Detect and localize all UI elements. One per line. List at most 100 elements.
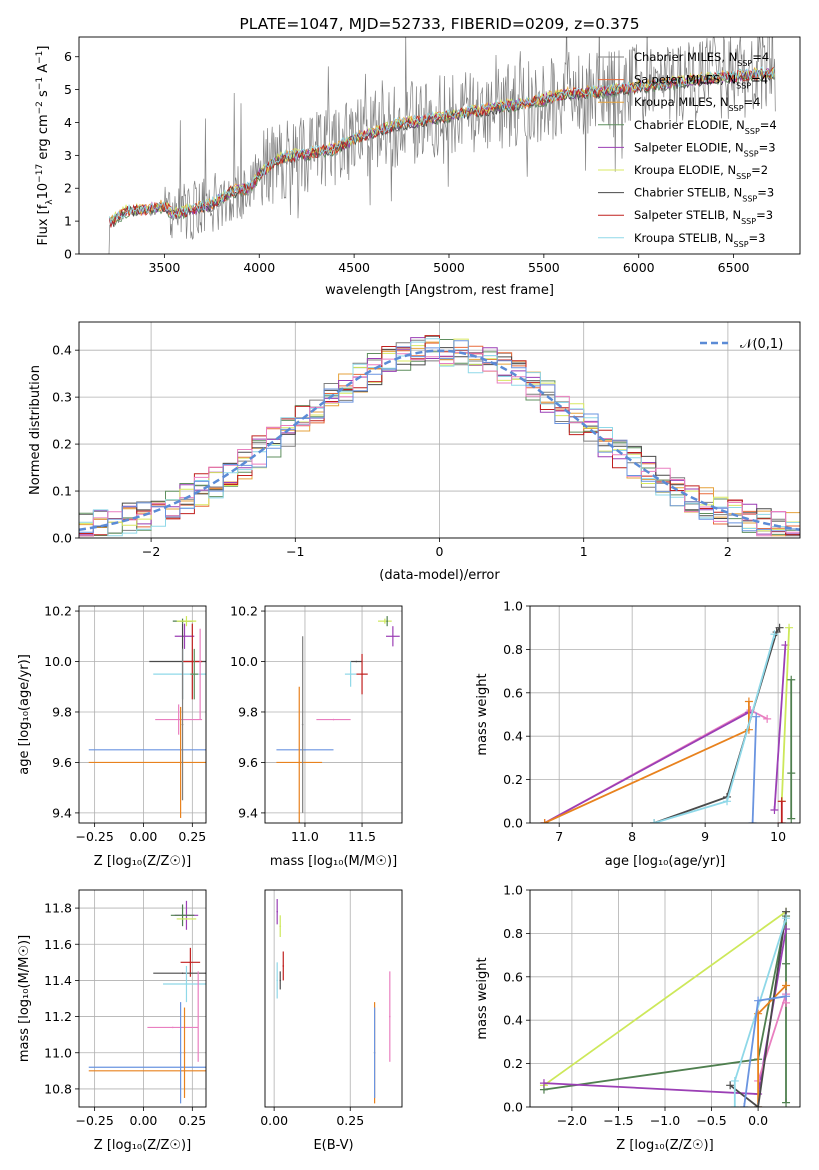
y-tick-label: 0.4 [52,343,72,358]
y-tick-label: 10.2 [230,604,258,619]
weight-series-line [773,645,787,811]
axes-weight_vs_age: 7 8 9 10 0.0 0.2 0.4 0.6 0.8 1.0 age [log₁₀(age/yr… [475,599,801,869]
plot-area [273,890,391,1107]
weight-marker [770,805,779,814]
y-axis-label-part: A [36,64,51,77]
weight-marker [650,819,659,823]
y-tick-label: 10.8 [44,1081,72,1096]
y-tick-label: 0.2 [503,772,523,787]
axes-frame [529,889,801,1108]
weight-marker [787,769,796,778]
data-point [279,925,282,927]
weight-marker [752,712,761,721]
legend-entry-part: SSP [729,104,744,113]
x-tick-label: 3500 [148,260,180,275]
axes-frame [264,605,403,824]
plot-area [530,606,800,823]
x-tick-label: 7 [555,829,563,844]
weight-marker [787,675,796,684]
x-tick-label: −1.0 [650,1113,680,1128]
y-tick-label: 0.8 [503,642,523,657]
weight-series-line [653,627,781,823]
y-tick-label: 5 [64,82,72,97]
data-point [183,635,186,638]
legend-entry: Salpeter MILES, NSSP=4 [634,73,768,91]
y-tick-label: 10.2 [44,604,72,619]
axes-weight_vs_Z: −2.0 −1.5 −1.0 −0.5 0.0 0.0 0.2 0.4 0.6 0.8 1.0 Z [… [475,883,801,1153]
data-point [171,1026,174,1029]
x-tick-label: −0.25 [75,829,113,844]
weight-marker [740,1103,749,1107]
x-tick-label: 0.00 [130,1113,158,1128]
x-axis-label: E(B-V) [313,1138,353,1153]
data-point [389,1015,391,1018]
x-tick-label: −0.5 [696,1113,726,1128]
legend-entry-part: Salpeter ELODIE, N [634,140,744,154]
data-point [181,914,184,917]
y-tick-label: 1 [64,214,72,229]
data-point [177,718,180,721]
legend-entry-part: Chabrier ELODIE, N [634,118,745,132]
data-point [386,620,388,622]
x-tick-label: 8 [628,829,636,844]
data-point [301,723,304,726]
x-tick-label: 0.00 [130,829,158,844]
legend-entry: 𝒩(0,1) [740,337,783,352]
x-axis-label: wavelength [Angstrom, rest frame] [325,283,554,298]
weight-marker [777,819,786,823]
x-axis-label: (data-model)/error [379,568,500,583]
y-tick-label: 9.4 [238,805,258,820]
data-point [361,673,363,675]
weight-marker [723,797,732,806]
legend-entry-part: SSP [741,217,756,226]
y-axis-label-part: ] [36,46,51,51]
y-tick-label: 10.0 [230,654,258,669]
x-tick-label: 0.00 [260,1113,288,1128]
y-tick-label: 11.4 [44,973,72,988]
axes-age_vs_mass: 11.0 11.5 9.4 9.6 9.8 10.0 10.2 mass [log₁₀(M/M… [230,604,403,869]
chart-title: PLATE=1047, MJD=52733, FIBERID=0209, z=0… [239,15,639,33]
y-tick-label: 6 [64,49,72,64]
data-point [181,972,184,974]
y-axis-label-part: s [36,90,51,101]
x-tick-label: 1 [580,544,588,559]
x-tick-label: −1 [286,544,304,559]
data-point [276,979,278,982]
x-tick-label: 0 [436,544,444,559]
data-point [349,673,352,675]
x-tick-label: −2 [142,544,160,559]
legend-entry-part: SSP [737,59,752,68]
data-point [298,761,301,764]
data-point [189,961,192,964]
y-tick-label: 4 [64,115,72,130]
axes-frame [264,889,403,1108]
legend-entry-part: =4 [760,118,777,132]
x-axis-label: mass [log₁₀(M/M☉)] [270,854,397,869]
legend-entry-part: Salpeter STELIB, N [634,208,741,222]
plot-area [107,37,776,254]
y-tick-label: 0.1 [52,484,72,499]
legend-entry-part: Chabrier MILES, N [634,50,737,64]
data-point [199,673,201,675]
legend-entry-part: =3 [756,208,773,222]
plot-area [265,606,402,823]
y-axis-label: mass [log₁₀(M/M☉)] [17,935,32,1062]
data-point [355,660,358,663]
weight-series-line [544,711,750,823]
legend-entry-part: =3 [759,140,776,154]
y-axis-label-part: erg cm [36,114,51,163]
weight-marker [785,623,794,632]
legend-entry-part: SSP [745,126,760,135]
data-point [185,918,188,920]
y-axis-label: age [log₁₀(age/yr)] [17,654,32,775]
legend-entry-part: Kroupa MILES, N [634,95,729,109]
x-axis-label: Z [log₁₀(Z/Z☉)] [94,854,191,869]
weight-marker [748,819,757,823]
x-tick-label: 5000 [433,260,465,275]
legend-entry-part: SSP [736,172,751,181]
legend-entry: Salpeter STELIB, NSSP=3 [634,208,773,226]
x-tick-label: 6500 [718,260,750,275]
y-axis-label: mass weight [475,957,490,1039]
x-tick-label: 0.25 [336,1113,364,1128]
histogram-line [79,351,800,537]
